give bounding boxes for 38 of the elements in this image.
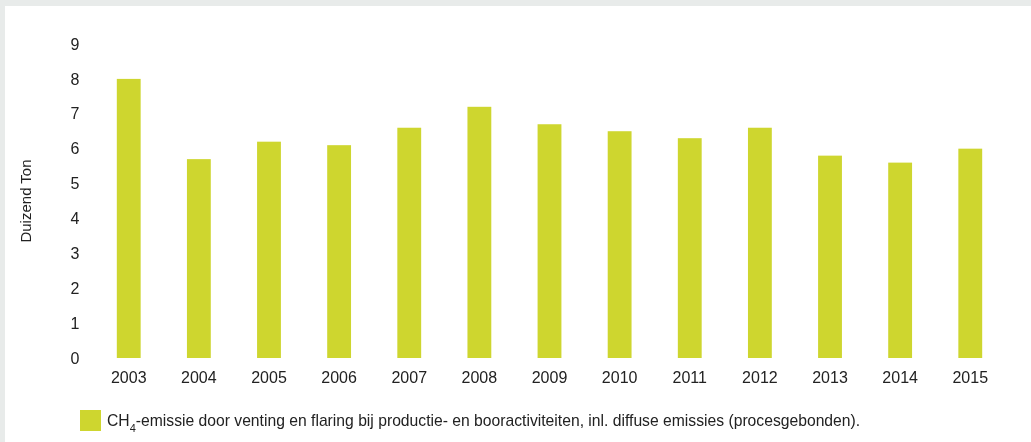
y-tick-label: 1	[70, 314, 80, 332]
x-tick-label: 2013	[812, 369, 848, 387]
x-tick-label: 2003	[110, 369, 147, 387]
x-tick-label: 2006	[321, 369, 358, 387]
bar	[818, 155, 842, 358]
legend-label: CH$_{4}$-emissie door venting en flaring bij productie- en booractiviteiten, inl. diffuse emissies (procesgebonden).	[107, 412, 861, 434]
y-tick-label: 3	[70, 244, 80, 262]
bar	[397, 127, 422, 358]
bar	[888, 162, 913, 358]
x-tick-label: 2015	[952, 369, 989, 387]
y-tick-label: 4	[70, 210, 80, 228]
bar	[677, 138, 702, 358]
x-tick-label: 2010	[601, 369, 638, 387]
y-axis-title: Duizend Ton	[16, 159, 34, 243]
bar	[537, 124, 562, 358]
x-tick-label: 2008	[461, 369, 498, 387]
bar	[257, 141, 281, 358]
bar	[747, 127, 772, 358]
y-tick-label: 6	[70, 140, 80, 158]
x-tick-label: 2014	[882, 369, 919, 387]
y-tick-label: 7	[70, 105, 80, 123]
bar	[467, 106, 492, 358]
x-tick-label: 2012	[742, 369, 778, 387]
x-tick-label: 2011	[672, 369, 708, 387]
bar	[958, 148, 983, 358]
bar	[607, 131, 632, 358]
y-tick-label: 8	[70, 70, 80, 88]
y-tick-label: 5	[70, 175, 80, 193]
bar	[116, 78, 141, 358]
bar	[327, 145, 352, 358]
x-tick-label: 2004	[181, 369, 217, 387]
y-tick-label: 0	[70, 349, 80, 367]
y-tick-label: 2	[70, 279, 80, 297]
x-tick-label: 2005	[251, 369, 287, 387]
x-tick-label: 2009	[531, 369, 568, 387]
bar	[186, 159, 211, 358]
x-tick-label: 2007	[391, 369, 428, 387]
y-tick-label: 9	[70, 35, 80, 53]
